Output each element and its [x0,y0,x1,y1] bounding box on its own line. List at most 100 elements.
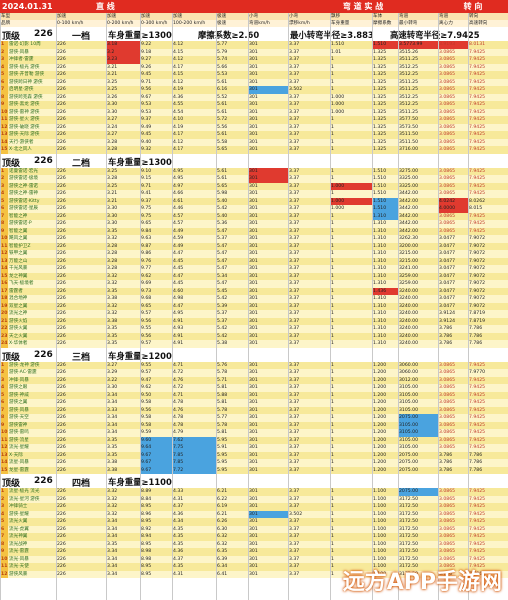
row-rank: 2 [0,369,8,377]
row-name: 智能之神 [8,212,56,220]
row-value: 1 [330,540,372,548]
row-value: 4.31 [172,495,216,503]
row-value: 5.52 [216,93,248,101]
row-value: 3.0865 [438,116,468,124]
row-value: 3.786 [438,325,468,333]
row-rank: 8 [0,220,8,228]
row-value: 226 [56,459,106,467]
subcolumn-header: 0-200 km/h [106,20,140,27]
row-value: 3.37 [288,563,330,571]
tier-note: 车身重量≥1300 [108,156,172,168]
row-name: 游侠雷诺·极境 [8,175,56,183]
row-value: 3.9124 [438,317,468,325]
row-name: 游侠之神·雷神 [8,190,56,198]
row-value: 1 [330,421,372,429]
row-value: 1.325 [372,123,398,131]
row-value: 226 [56,190,106,198]
row-value: 301 [248,123,288,131]
row-name: X·天际 [8,451,56,459]
row-value: 301 [248,250,288,258]
row-value: 7.9072 [468,287,508,295]
row-value: 9.87 [140,242,172,250]
row-value: 4.37 [172,503,216,511]
row-value: 3.37 [288,421,330,429]
row-rank: 16 [0,280,8,288]
row-value: 1.200 [372,436,398,444]
row-value: 3.34 [106,399,140,407]
row-value: 3.35 [106,325,140,333]
row-value: 3.0865 [438,436,468,444]
row-value: 3.37 [288,116,330,124]
row-value: 3325.00 [398,175,438,183]
row-value: 7.85 [172,451,216,459]
column-header: 极速 [216,13,248,20]
row-value: 5.53 [216,71,248,79]
grid-line [330,13,331,600]
row-value: 7.9072 [468,235,508,243]
row-value: 3.37 [288,399,330,407]
tier-label: 顶级 [2,479,21,489]
subcolumn-header: 100-200 km/h [172,20,216,27]
row-rank: 5 [0,71,8,79]
row-value: 7.9425 [468,56,508,64]
row-value: 5.81 [216,429,248,437]
row-value: 3240.00 [398,332,438,340]
row-value: 1.310 [372,325,398,333]
row-value: 3.34 [106,548,140,556]
row-rank: 7 [0,533,8,541]
row-value: 301 [248,56,288,64]
row-value: 226 [56,466,106,474]
row-value: 226 [56,265,106,273]
row-value: 4.93 [172,325,216,333]
column-header: 加速 [106,13,140,20]
row-value: 301 [248,257,288,265]
row-value: 3172.50 [398,540,438,548]
row-value: 226 [56,317,106,325]
row-value: 226 [56,167,106,175]
row-rank: 21 [0,317,8,325]
row-value: 226 [56,436,106,444]
row-value: 301 [248,495,288,503]
row-value: 1.310 [372,332,398,340]
row-value: 3.0865 [438,376,468,384]
row-value: 4.19 [172,123,216,131]
row-value: 3.21 [106,190,140,198]
row-value: 3.0477 [438,295,468,303]
row-value: 4.49 [172,242,216,250]
row-value: 7.9425 [468,495,508,503]
row-value: 3.38 [106,459,140,467]
row-value: 9.10 [140,167,172,175]
row-value: 226 [56,295,106,303]
row-value: 3.37 [288,384,330,392]
row-value: 9.40 [140,138,172,146]
row-value: 5.81 [216,384,248,392]
grid-line [248,13,249,600]
row-value: 1.200 [372,414,398,422]
row-value: 7.8719 [468,310,508,318]
row-value: 3105.00 [398,391,438,399]
row-value: 226 [56,518,106,526]
row-name: 冲锋者·雷霆 [8,56,56,64]
row-value: 301 [248,235,288,243]
row-value: 3105.00 [398,399,438,407]
row-value: 7.9072 [468,295,508,303]
row-value: 3511.25 [398,108,438,116]
row-value: 301 [248,71,288,79]
row-value: 1.200 [372,406,398,414]
row-value: 4.71 [172,391,216,399]
row-value: 226 [56,250,106,258]
row-value: 5.36 [216,220,248,228]
row-value: 9.75 [140,212,172,220]
row-value: 9.18 [140,48,172,56]
row-value: 5.45 [216,287,248,295]
row-value: 1.100 [372,525,398,533]
row-value: 226 [56,86,106,94]
row-value: 1.100 [372,548,398,556]
row-value: 7.9425 [468,212,508,220]
row-value: 3.24 [106,123,140,131]
row-value: 1 [330,138,372,146]
row-value: 9.65 [140,302,172,310]
row-value: 3.35 [106,287,140,295]
row-value: 3.32 [106,510,140,518]
row-value: 9.63 [140,235,172,243]
